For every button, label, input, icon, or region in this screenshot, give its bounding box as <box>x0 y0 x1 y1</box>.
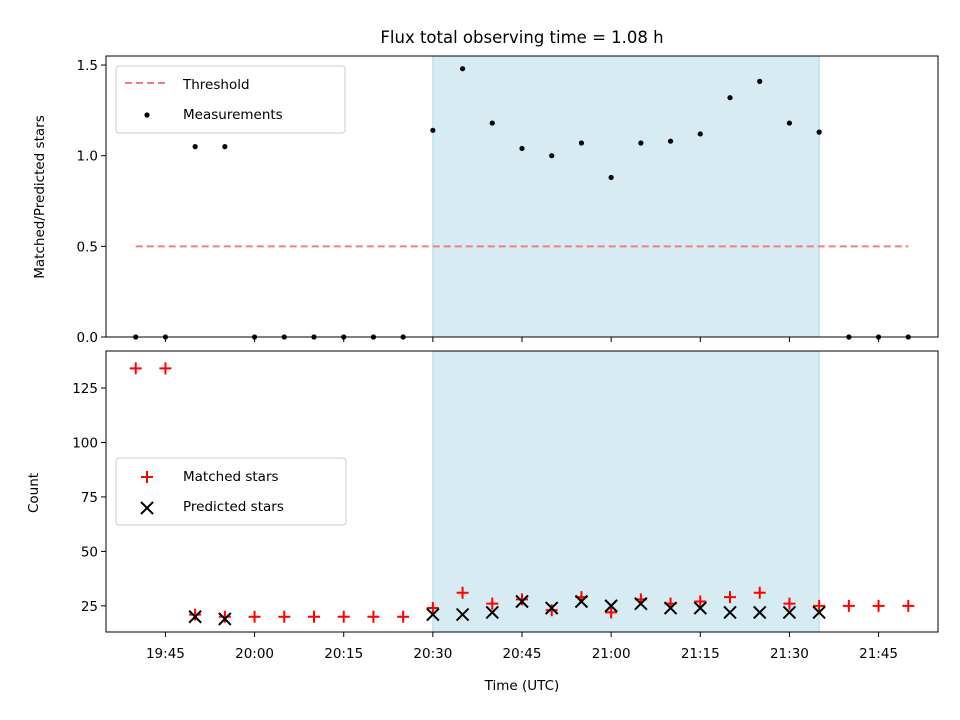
y-tick-label-bottom: 100 <box>72 435 98 451</box>
measurement-point <box>519 145 525 152</box>
ticks-bottom: 25 50 75 100 125 19:45 20:00 20:15 20:30 20:45 21:… <box>72 381 898 662</box>
measurement-point <box>459 66 466 72</box>
matched-star-point <box>783 597 796 610</box>
legend-matched-swatch <box>141 471 153 483</box>
legend-top: Threshold Measurements <box>115 65 346 134</box>
matched-star-point <box>902 599 915 612</box>
predicted-star-point <box>426 607 440 622</box>
matched-star-point <box>516 593 528 606</box>
x-tick-label: 19:45 <box>146 646 185 662</box>
matched-star-point <box>813 599 826 612</box>
legend-box-bottom <box>115 457 347 526</box>
measurement-point <box>697 131 703 137</box>
predicted-star-point <box>455 607 470 622</box>
plot-area-bottom <box>129 362 915 626</box>
legend-box-top <box>115 65 346 134</box>
predicted-star-point <box>663 601 678 615</box>
y-tick-label-top: 1.5 <box>77 58 98 74</box>
measurement-point <box>727 95 733 101</box>
measurement-point <box>757 78 763 84</box>
y-axis-label-ratio: Matched/Predicted stars <box>32 115 48 278</box>
legend-predicted-label: Predicted stars <box>183 499 284 515</box>
matched-star-point <box>694 595 707 608</box>
highlight-span-bottom <box>432 350 820 633</box>
measurement-point <box>786 120 793 126</box>
matched-star-point <box>248 610 261 623</box>
highlight-span-top <box>432 55 820 338</box>
y-tick-label-bottom: 25 <box>81 599 98 615</box>
y-tick-label-bottom: 50 <box>81 544 98 560</box>
y-tick-label-top: 1.0 <box>77 149 98 165</box>
matched-star-point <box>753 586 766 599</box>
measurement-point <box>667 138 674 144</box>
legend-measurements-label: Measurements <box>183 107 283 123</box>
measurement-point <box>816 129 822 135</box>
predicted-star-point <box>545 601 559 615</box>
matched-star-point <box>605 606 618 619</box>
legend-bottom: Matched stars Predicted stars <box>115 457 347 526</box>
predicted-star-point <box>515 594 529 609</box>
y-tick-label-top: 0.0 <box>77 330 98 346</box>
panel-count: 25 50 75 100 125 19:45 20:00 20:15 20:30 20:45 21:… <box>26 350 939 694</box>
legend-measurements-swatch <box>144 112 150 118</box>
matched-star-point <box>308 610 320 623</box>
measurement-point <box>608 174 614 181</box>
x-tick-label: 20:45 <box>503 646 542 662</box>
legend-matched-label: Matched stars <box>183 469 279 485</box>
measurement-point <box>430 127 436 133</box>
panel-ratio: 0.0 0.5 1.0 1.5 Matched/Predicted stars Thr… <box>32 55 939 346</box>
predicted-star-point <box>218 612 232 626</box>
matched-star-point <box>872 599 885 612</box>
x-tick-label: 20:30 <box>413 646 452 662</box>
predicted-star-point <box>782 605 797 620</box>
measurement-point <box>638 140 644 146</box>
measurement-point <box>549 153 555 159</box>
measurement-point <box>222 144 228 150</box>
matched-star-point <box>426 602 439 615</box>
x-tick-label: 21:15 <box>681 646 720 662</box>
matched-star-point <box>545 604 558 617</box>
x-axis-label: Time (UTC) <box>484 678 560 694</box>
matched-star-point <box>486 597 499 610</box>
measurement-point <box>578 140 585 146</box>
predicted-star-point <box>812 605 826 620</box>
predicted-star-point <box>604 599 618 613</box>
matched-star-point <box>189 608 202 621</box>
chart-title: Flux total observing time = 1.08 h <box>380 28 663 47</box>
legend-threshold-label: Threshold <box>182 77 250 93</box>
axes-frame-bottom <box>105 350 939 633</box>
y-tick-label-bottom: 125 <box>72 381 98 397</box>
predicted-star-point <box>634 596 648 611</box>
x-tick-label: 21:45 <box>859 646 898 662</box>
matched-star-point <box>337 610 350 623</box>
matched-star-point <box>456 586 469 599</box>
predicted-star-point <box>485 605 499 620</box>
predicted-star-point <box>693 601 707 615</box>
matched-star-point <box>842 599 855 612</box>
x-tick-label: 20:15 <box>324 646 363 662</box>
y-axis-label-count: Count <box>26 473 42 513</box>
matched-star-point <box>724 591 736 604</box>
matched-star-point <box>397 610 410 623</box>
x-tick-label: 21:00 <box>592 646 631 662</box>
y-tick-label-top: 0.5 <box>77 239 98 255</box>
predicted-star-point <box>753 605 767 620</box>
matched-star-point <box>159 362 172 375</box>
measurement-point <box>192 144 198 150</box>
ticks-top: 0.0 0.5 1.0 1.5 <box>77 58 880 346</box>
x-tick-label: 20:00 <box>235 646 274 662</box>
legend-predicted-swatch <box>140 501 154 515</box>
matched-star-point <box>129 362 142 375</box>
axes-frame-top <box>105 55 939 338</box>
measurement-point <box>489 120 495 126</box>
y-tick-label-bottom: 75 <box>81 490 98 506</box>
predicted-star-point <box>188 610 202 624</box>
matched-star-point <box>367 610 380 623</box>
matched-star-point <box>278 610 291 623</box>
x-tick-label: 21:30 <box>770 646 809 662</box>
predicted-star-point <box>723 605 737 620</box>
matched-star-point <box>218 610 231 623</box>
predicted-star-point <box>574 594 589 609</box>
